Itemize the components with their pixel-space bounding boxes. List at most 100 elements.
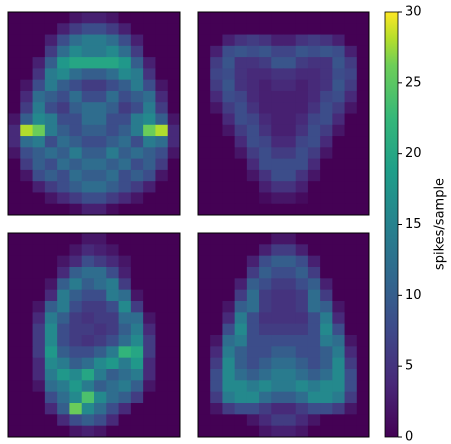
heatmap-cell	[143, 346, 156, 359]
heatmap-cell	[167, 147, 181, 160]
heatmap-cell	[130, 136, 144, 148]
heatmap-cell	[295, 203, 309, 216]
heatmap-cell	[234, 113, 248, 126]
heatmap-cell	[32, 267, 46, 279]
heatmap-cell	[356, 68, 370, 81]
heatmap-cell	[106, 255, 120, 268]
heatmap-cell	[283, 425, 297, 438]
heatmap-cell	[307, 414, 321, 427]
heatmap-cell	[259, 346, 272, 359]
heatmap-cell	[32, 335, 46, 347]
heatmap-cell	[167, 102, 181, 114]
heatmap-cell	[332, 403, 346, 415]
heatmap-cell	[44, 323, 58, 336]
heatmap-cell	[332, 124, 346, 137]
heatmap-cell	[259, 278, 272, 291]
heatmap-cell	[344, 124, 358, 137]
heatmap-cell	[20, 244, 34, 257]
heatmap-cell	[118, 369, 132, 381]
heatmap-cell	[198, 289, 211, 302]
heatmap-cell	[332, 158, 346, 171]
heatmap-cell	[130, 158, 144, 171]
heatmap-cell	[81, 34, 95, 47]
heatmap-cell	[8, 23, 21, 36]
heatmap-cell	[356, 312, 370, 325]
heatmap-cell	[210, 369, 223, 381]
heatmap-cell	[198, 158, 211, 171]
heatmap-cell	[118, 278, 132, 291]
heatmap-cell	[344, 335, 358, 347]
heatmap-cell	[222, 357, 236, 370]
heatmap-cell	[246, 203, 260, 216]
heatmap-cell	[81, 192, 95, 205]
heatmap-cell	[356, 158, 370, 171]
heatmap-cell	[259, 124, 272, 137]
heatmap-cell	[198, 244, 211, 257]
heatmap-cell	[210, 403, 223, 415]
heatmap-cell	[332, 301, 346, 313]
heatmap-cell	[130, 169, 144, 182]
heatmap-cell	[344, 136, 358, 148]
heatmap-cell	[143, 267, 156, 279]
heatmap-cell	[320, 414, 333, 427]
heatmap-cell	[271, 403, 284, 415]
heatmap-cell	[356, 380, 370, 393]
heatmap-cell	[344, 380, 358, 393]
heatmap-cell	[332, 346, 346, 359]
heatmap-cell	[283, 244, 297, 257]
heatmap-cell	[44, 244, 58, 257]
heatmap-cell	[106, 102, 120, 114]
heatmap-cell	[320, 90, 333, 103]
heatmap-cell	[246, 23, 260, 36]
heatmap-cell	[259, 233, 272, 245]
heatmap-cell	[356, 181, 370, 193]
heatmap-cell	[259, 113, 272, 126]
heatmap-cell	[222, 255, 236, 268]
heatmap-cell	[143, 57, 156, 69]
heatmap-cell	[118, 113, 132, 126]
heatmap-cell	[69, 380, 83, 393]
colorbar-tick-label: 5	[405, 359, 413, 374]
heatmap-cell	[320, 301, 333, 313]
heatmap-cell	[69, 391, 83, 404]
heatmap-cell	[307, 278, 321, 291]
heatmap-cell	[118, 90, 132, 103]
heatmap-cell	[167, 380, 181, 393]
heatmap-cell	[246, 369, 260, 381]
heatmap-cell	[143, 203, 156, 216]
heatmap-cell	[155, 414, 169, 427]
heatmap-cell	[143, 147, 156, 160]
heatmap-cell	[320, 289, 333, 302]
heatmap-cell	[44, 357, 58, 370]
heatmap-cell	[57, 289, 70, 302]
heatmap-cell	[198, 380, 211, 393]
heatmap-cell	[356, 169, 370, 182]
heatmap-cell	[32, 391, 46, 404]
heatmap-cell	[32, 323, 46, 336]
heatmap-cell	[332, 369, 346, 381]
heatmap-cell	[81, 57, 95, 69]
heatmap-cell	[332, 323, 346, 336]
heatmap-cell	[320, 335, 333, 347]
heatmap-cell	[8, 301, 21, 313]
heatmap-cell	[8, 90, 21, 103]
colorbar-tick-label: 10	[405, 288, 422, 303]
heatmap-cell	[167, 45, 181, 58]
heatmap-cell	[320, 136, 333, 148]
heatmap-cell	[20, 68, 34, 81]
heatmap-cell	[283, 124, 297, 137]
heatmap-cell	[44, 79, 58, 92]
heatmap-cell	[246, 68, 260, 81]
heatmap-cell	[81, 169, 95, 182]
heatmap-cell	[246, 102, 260, 114]
heatmap-cell	[32, 169, 46, 182]
heatmap-cell	[20, 255, 34, 268]
heatmap-cell	[94, 244, 107, 257]
heatmap-cell	[94, 233, 107, 245]
heatmap-cell	[32, 414, 46, 427]
heatmap-cell	[234, 369, 248, 381]
heatmap-cell	[234, 79, 248, 92]
heatmap-cell	[143, 158, 156, 171]
heatmap-cell	[210, 346, 223, 359]
heatmap-cell	[271, 233, 284, 245]
